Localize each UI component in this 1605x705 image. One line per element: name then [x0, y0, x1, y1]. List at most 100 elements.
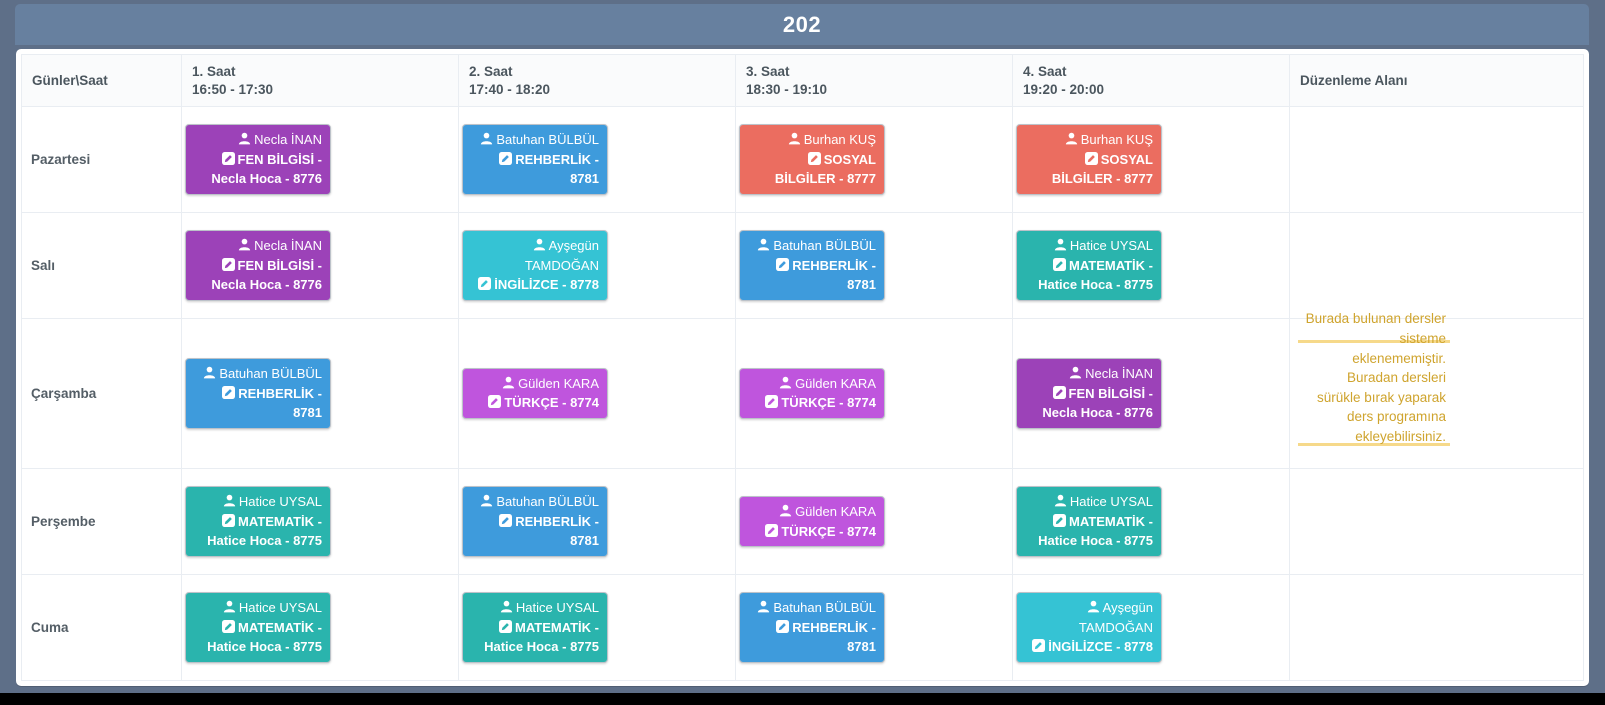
teacher-name: Batuhan BÜLBÜL — [496, 494, 599, 510]
lesson-name: MATEMATİK - Hatice Hoca - 8775 — [484, 619, 599, 655]
teacher-name: Hatice UYSAL — [1069, 238, 1153, 254]
pencil-square-icon — [478, 277, 492, 291]
user-icon — [1087, 601, 1099, 613]
day-row: Cuma Hatice UYSAL MATEMATİK - Hatice Hoca … — [21, 574, 1584, 681]
timetable-body: Pazartesi Necla İNAN FEN BİLGİSİ - Necla H… — [21, 106, 1584, 681]
pencil-square-icon — [499, 151, 513, 165]
lesson-cell: Ayşegün TAMDOĞAN İNGİLİZCE - 8778 — [458, 211, 736, 319]
period-header-1: 1. Saat 16:50 - 17:30 — [181, 54, 459, 107]
lesson-name: SOSYAL BİLGİLER - 8777 — [774, 151, 876, 187]
lesson-name: REHBERLİK - 8781 — [238, 385, 322, 421]
lesson-card[interactable]: Gülden KARA TÜRKÇE - 8774 — [739, 367, 885, 419]
day-label-perşembe: Perşembe — [21, 468, 182, 576]
user-icon — [1069, 366, 1082, 379]
lesson-card[interactable]: Hatice UYSAL MATEMATİK - Hatice Hoca - 87… — [185, 486, 331, 557]
lesson-card[interactable]: Ayşegün TAMDOĞAN İNGİLİZCE - 8778 — [1016, 592, 1162, 663]
edit-area-cell[interactable] — [1289, 106, 1584, 213]
teacher-name: Hatice UYSAL — [1069, 494, 1153, 510]
teacher-name: Burhan KUŞ — [803, 132, 876, 148]
lesson-name: TÜRKÇE - 8774 — [504, 395, 599, 411]
lesson-card[interactable]: Gülden KARA TÜRKÇE - 8774 — [739, 496, 885, 548]
period-label: 1. Saat — [192, 64, 236, 79]
period-header-2: 2. Saat 17:40 - 18:20 — [458, 54, 736, 107]
lesson-card[interactable]: Ayşegün TAMDOĞAN İNGİLİZCE - 8778 — [462, 230, 608, 301]
edit-area-header: Düzenleme Alanı — [1289, 54, 1584, 107]
lesson-cell: Burhan KUŞ SOSYAL BİLGİLER - 8777 — [1012, 106, 1290, 213]
teacher-name: Necla İNAN — [254, 238, 322, 254]
lesson-cell: Necla İNAN FEN BİLGİSİ - Necla Hoca - 877… — [1012, 317, 1290, 470]
lesson-card[interactable]: Batuhan BÜLBÜL REHBERLİK - 8781 — [462, 486, 608, 557]
lesson-card[interactable]: Gülden KARA TÜRKÇE - 8774 — [462, 367, 608, 419]
lesson-name: FEN BİLGİSİ - Necla Hoca - 8776 — [211, 257, 322, 293]
user-icon — [779, 504, 792, 517]
pencil-square-icon — [488, 395, 502, 409]
user-icon — [500, 601, 513, 613]
pencil-square-icon — [499, 513, 513, 527]
teacher-name: Batuhan BÜLBÜL — [496, 132, 599, 148]
teacher-name: Hatice UYSAL — [238, 494, 322, 510]
user-icon — [779, 376, 792, 389]
teacher-name: Hatice UYSAL — [515, 600, 599, 616]
user-icon — [1065, 132, 1077, 145]
edit-area-cell[interactable] — [1289, 574, 1584, 681]
pencil-square-icon — [807, 151, 821, 165]
lesson-card[interactable]: Batuhan BÜLBÜL REHBERLİK - 8781 — [185, 358, 331, 429]
lesson-card[interactable]: Hatice UYSAL MATEMATİK - Hatice Hoca - 87… — [1016, 230, 1162, 301]
edit-area-cell[interactable] — [1289, 468, 1584, 576]
lesson-name: MATEMATİK - Hatice Hoca - 8775 — [207, 619, 322, 655]
lesson-cell: Gülden KARA TÜRKÇE - 8774 — [735, 468, 1013, 576]
lesson-cell: Batuhan BÜLBÜL REHBERLİK - 8781 — [181, 317, 459, 470]
pencil-square-icon — [776, 257, 790, 271]
pencil-square-icon — [222, 513, 235, 527]
day-row: Çarşamba Batuhan BÜLBÜL REHBERLİK - 8781 Gü… — [21, 311, 1584, 470]
lesson-card[interactable]: Batuhan BÜLBÜL REHBERLİK - 8781 — [462, 124, 608, 195]
edit-area-dropzone[interactable]: Burada bulunan dersler sisteme eklenemem… — [1298, 311, 1450, 447]
day-row: Perşembe Hatice UYSAL MATEMATİK - Hatice H… — [21, 468, 1584, 576]
edit-area-note: Burada bulunan dersler sisteme eklenemem… — [1305, 311, 1446, 444]
pencil-square-icon — [221, 151, 235, 165]
day-label-pazartesi: Pazartesi — [21, 106, 182, 213]
pencil-square-icon — [222, 619, 235, 633]
lesson-card[interactable]: Burhan KUŞ SOSYAL BİLGİLER - 8777 — [739, 124, 885, 195]
pencil-square-icon — [1032, 639, 1046, 653]
lesson-name: MATEMATİK - Hatice Hoca - 8775 — [1038, 513, 1153, 549]
user-icon — [1054, 238, 1067, 251]
pencil-square-icon — [776, 619, 790, 633]
lesson-cell: Batuhan BÜLBÜL REHBERLİK - 8781 — [735, 211, 1013, 319]
teacher-name: Gülden KARA — [518, 375, 599, 391]
teacher-name: Necla İNAN — [254, 132, 322, 148]
user-icon — [204, 366, 216, 379]
lesson-card[interactable]: Hatice UYSAL MATEMATİK - Hatice Hoca - 87… — [462, 592, 608, 663]
edit-area-cell[interactable] — [1289, 211, 1584, 319]
user-icon — [238, 238, 251, 251]
lesson-card[interactable]: Necla İNAN FEN BİLGİSİ - Necla Hoca - 877… — [1016, 358, 1162, 429]
lesson-cell: Gülden KARA TÜRKÇE - 8774 — [735, 317, 1013, 470]
lesson-card[interactable]: Necla İNAN FEN BİLGİSİ - Necla Hoca - 877… — [185, 124, 331, 195]
lesson-card[interactable]: Burhan KUŞ SOSYAL BİLGİLER - 8777 — [1016, 124, 1162, 195]
lesson-cell: Gülden KARA TÜRKÇE - 8774 — [458, 317, 736, 470]
lesson-card[interactable]: Necla İNAN FEN BİLGİSİ - Necla Hoca - 877… — [185, 230, 331, 301]
user-icon — [758, 601, 770, 613]
lesson-name: SOSYAL BİLGİLER - 8777 — [1051, 151, 1153, 187]
user-icon — [481, 495, 493, 507]
lesson-name: İNGİLİZCE - 8778 — [1048, 639, 1153, 655]
lesson-cell: Batuhan BÜLBÜL REHBERLİK - 8781 — [735, 574, 1013, 681]
lesson-card[interactable]: Hatice UYSAL MATEMATİK - Hatice Hoca - 87… — [185, 592, 331, 663]
lesson-card[interactable]: Batuhan BÜLBÜL REHBERLİK - 8781 — [739, 592, 885, 663]
user-icon — [788, 132, 800, 145]
lesson-card[interactable]: Batuhan BÜLBÜL REHBERLİK - 8781 — [739, 230, 885, 301]
timetable-panel: Günler\Saat 1. Saat 16:50 - 17:30 2. Saat 17… — [16, 49, 1589, 686]
pencil-square-icon — [765, 395, 779, 409]
edit-area-cell[interactable]: Burada bulunan dersler sisteme eklenemem… — [1289, 311, 1584, 470]
lesson-name: REHBERLİK - 8781 — [792, 257, 876, 293]
day-label-cuma: Cuma — [21, 574, 182, 681]
period-time: 19:20 - 20:00 — [1023, 82, 1105, 97]
pencil-square-icon — [221, 257, 235, 271]
lesson-card[interactable]: Hatice UYSAL MATEMATİK - Hatice Hoca - 87… — [1016, 486, 1162, 557]
lesson-name: FEN BİLGİSİ - Necla Hoca - 8776 — [211, 151, 322, 187]
teacher-name: Burhan KUŞ — [1080, 132, 1153, 148]
lesson-cell: Hatice UYSAL MATEMATİK - Hatice Hoca - 87… — [181, 468, 459, 576]
pencil-square-icon — [1053, 513, 1066, 527]
lesson-cell: Burhan KUŞ SOSYAL BİLGİLER - 8777 — [735, 106, 1013, 213]
